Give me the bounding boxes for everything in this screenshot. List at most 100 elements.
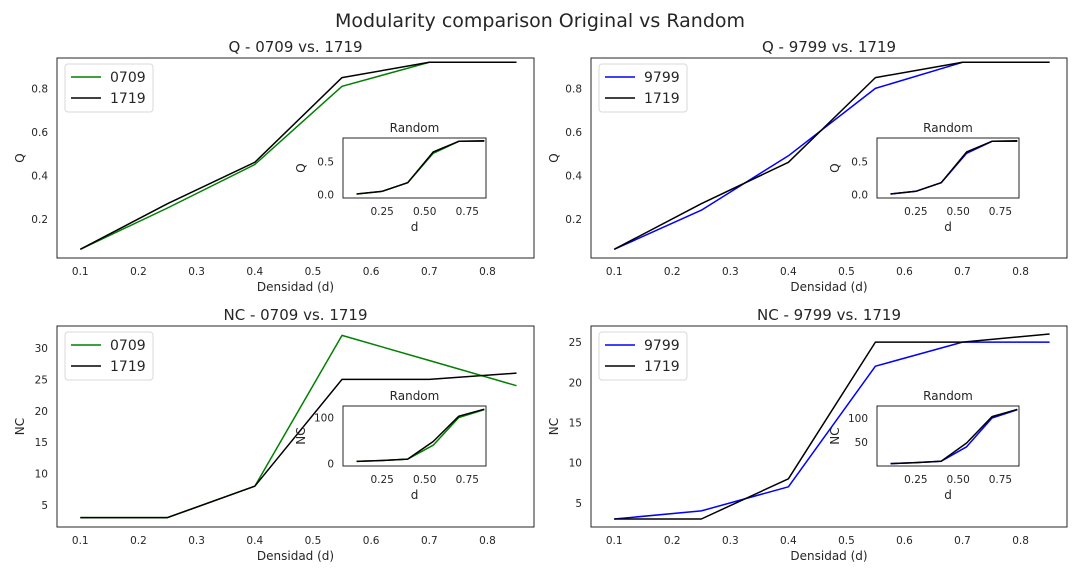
x-tick-label: 0.7 [421,266,438,278]
legend-label: 1719 [644,359,680,375]
y-axis-label: NC [13,418,27,435]
inset-title: Random [923,389,973,403]
inset-x-tick-label: 0.25 [370,206,393,218]
inset-frame [342,137,487,199]
legend: 9799 1719 [598,331,688,381]
chart-panel-3: NC - 0709 vs. 1719 0.1 0.2 0.3 0.4 0.5 0.6 0.7 0… [13,306,535,563]
inset-x-tick-label: 0.50 [413,206,436,218]
x-tick-label: 0.5 [305,266,322,278]
series-line-1719 [613,61,1050,250]
chart-panel-4: NC - 9799 vs. 1719 0.1 0.2 0.3 0.4 0.5 0.6 0.7 0… [547,306,1068,563]
plot-frame [590,325,1068,528]
inset-y-tick-label: 0.0 [317,190,334,202]
y-tick-label: 0.6 [565,127,582,139]
x-tick-label: 0.5 [838,266,855,278]
inset-x-tick-label: 0.25 [904,206,927,218]
y-tick-label: 25 [569,337,582,349]
x-tick-label: 0.6 [363,535,380,547]
y-axis-label: Q [547,153,561,162]
inset-y-tick-label: 100 [848,413,868,425]
legend: 0709 1719 [64,331,154,381]
legend-label: 9799 [644,70,680,86]
series-line-1719 [80,372,517,519]
legend-label: 1719 [110,91,146,107]
inset-series-line [356,139,485,195]
legend-box [64,331,154,381]
inset-x-tick-label: 0.75 [989,474,1012,486]
legend-box [598,63,688,113]
x-tick-label: 0.3 [188,266,205,278]
x-tick-label: 0.8 [1012,266,1029,278]
inset-y-tick-label: 0.5 [851,156,868,168]
x-tick-label: 0.2 [664,535,681,547]
x-tick-label: 0.5 [838,535,855,547]
x-tick-label: 0.7 [954,266,971,278]
x-tick-label: 0.6 [896,535,913,547]
x-tick-label: 0.1 [606,535,623,547]
chart-title: Q - 0709 vs. 1719 [228,38,362,56]
legend-label: 0709 [110,338,146,354]
inset-series-line [890,139,1018,195]
inset-y-tick-label: 0.5 [317,156,334,168]
x-tick-label: 0.1 [72,535,89,547]
series-line-1719 [79,61,517,250]
x-tick-label: 0.8 [1012,535,1029,547]
y-tick-label: 5 [575,498,582,510]
inset-y-axis-label: NC [828,427,842,444]
legend-label: 1719 [110,359,146,375]
inset-y-axis-label: NC [294,427,308,444]
inset-series-line [356,408,485,463]
x-axis-label: Densidad (d) [257,549,334,563]
inset-title: Random [390,121,440,135]
y-tick-label: 0.8 [565,83,582,95]
plot-frame [56,57,535,259]
inset-y-axis-label: Q [294,163,308,172]
y-tick-label: 25 [35,374,48,386]
x-tick-label: 0.4 [246,535,263,547]
inset-y-axis-label: Q [828,163,842,172]
inset-x-tick-label: 0.50 [946,474,969,486]
inset-x-axis-label: d [411,220,419,234]
x-tick-label: 0.3 [188,535,205,547]
inset-series-line [890,408,1018,465]
x-tick-label: 0.4 [246,266,263,278]
inset-chart: Random 0.25 0.50 0.75 0.0 0.5 d Q [828,121,1020,234]
legend-box [64,63,154,113]
inset-title: Random [390,389,440,403]
x-tick-label: 0.2 [130,266,147,278]
x-tick-label: 0.7 [421,535,438,547]
inset-x-tick-label: 0.75 [456,206,479,218]
chart-title: Q - 9799 vs. 1719 [762,38,896,56]
x-tick-label: 0.5 [305,535,322,547]
legend-label: 1719 [644,91,680,107]
inset-x-axis-label: d [411,488,419,502]
inset-chart: Random 0.25 0.50 0.75 0.0 0.5 d Q [294,121,487,234]
inset-x-tick-label: 0.25 [370,474,393,486]
y-tick-label: 15 [569,417,582,429]
legend-box [598,331,688,381]
x-tick-label: 0.3 [722,535,739,547]
x-tick-label: 0.3 [722,266,739,278]
inset-frame [876,137,1020,199]
x-axis-label: Densidad (d) [790,549,867,563]
inset-title: Random [923,121,973,135]
inset-y-tick-label: 0.0 [851,190,868,202]
y-tick-label: 0.6 [31,127,48,139]
y-tick-label: 0.8 [31,83,48,95]
chart-title: NC - 9799 vs. 1719 [757,306,901,324]
x-tick-label: 0.6 [896,266,913,278]
inset-x-tick-label: 0.25 [904,474,927,486]
inset-y-tick-label: 100 [314,413,334,425]
y-tick-label: 30 [35,343,48,355]
inset-x-axis-label: d [944,220,952,234]
y-tick-label: 0.2 [565,214,582,226]
x-tick-label: 0.1 [72,266,89,278]
x-tick-label: 0.2 [664,266,681,278]
inset-x-tick-label: 0.75 [989,206,1012,218]
x-tick-label: 0.8 [479,535,496,547]
legend: 0709 1719 [64,63,154,113]
x-tick-label: 0.4 [780,535,797,547]
x-tick-label: 0.7 [954,535,971,547]
y-tick-label: 10 [569,458,582,470]
